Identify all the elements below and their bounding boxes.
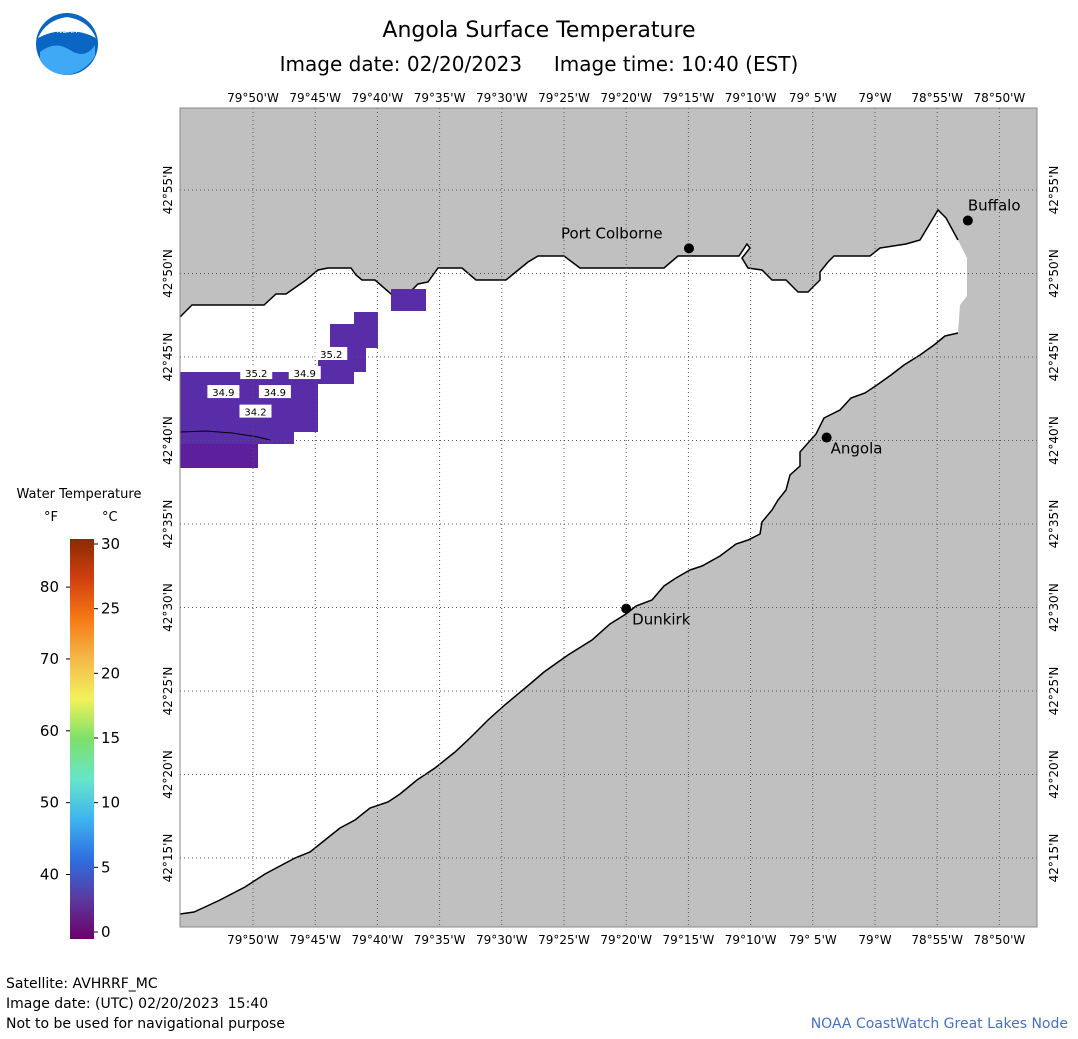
city-label: Dunkirk [632, 611, 691, 629]
map-subtitle: Image date: 02/20/2023 Image time: 10:40… [279, 52, 799, 76]
longitude-label: 78°55'W [911, 933, 963, 947]
longitude-label: 79°30'W [476, 933, 528, 947]
longitude-label: 78°50'W [974, 933, 1026, 947]
longitude-label: 79°25'W [538, 933, 590, 947]
fahrenheit-tick-label: 60 [40, 722, 59, 740]
latitude-label: 42°40'N [161, 416, 175, 465]
lake-erie-water [180, 210, 967, 914]
footer-navigation-warning: Not to be used for navigational purpose [6, 1016, 285, 1032]
temperature-value: 35.2 [320, 350, 342, 361]
latitude-label: 42°20'N [1047, 750, 1061, 799]
city-markers: Port Colborne Buffalo Angola Dunkirk [561, 197, 1021, 629]
axis-labels: 79°50'W 79°50'W 79°45'W 79°45'W 79°40'W 79°40… [161, 91, 1061, 947]
longitude-label: 79° 5'W [789, 933, 837, 947]
svg-text:NOAA: NOAA [57, 27, 78, 35]
legend-color-bar [70, 539, 94, 939]
footer-utc-date: Image date: (UTC) 02/20/2023 15:40 [6, 996, 269, 1012]
map-area: 35.2 35.2 34.9 34.9 34.9 34.2 Port Colborne Bu… [179, 107, 1038, 928]
temperature-labels: 35.2 35.2 34.9 34.9 34.9 34.2 [207, 346, 348, 419]
longitude-label: 78°55'W [911, 91, 963, 105]
celsius-tick-label: 0 [101, 923, 111, 941]
longitude-label: 79°40'W [352, 91, 404, 105]
ice-edge-line [179, 430, 271, 441]
longitude-label: 79°10'W [725, 933, 777, 947]
fahrenheit-tick-label: 80 [40, 578, 59, 596]
latitude-label: 42°35'N [161, 500, 175, 549]
legend-title: Water Temperature [16, 487, 142, 502]
latitude-label: 42°50'N [161, 249, 175, 298]
city-dot [962, 215, 973, 226]
longitude-label: 79°45'W [289, 91, 341, 105]
latitude-label: 42°50'N [1047, 249, 1061, 298]
latitude-label: 42°55'N [1047, 166, 1061, 215]
longitude-label: 79°25'W [538, 91, 590, 105]
city-label: Buffalo [968, 197, 1021, 215]
credit-link[interactable]: NOAA CoastWatch Great Lakes Node [810, 1016, 1068, 1032]
longitude-label: 79°50'W [227, 933, 279, 947]
city-dot [621, 603, 632, 614]
longitude-label: 79°50'W [227, 91, 279, 105]
longitude-label: 79°40'W [352, 933, 404, 947]
latitude-label: 42°15'N [161, 834, 175, 883]
longitude-label: 79°15'W [663, 933, 715, 947]
legend-unit-fahrenheit: °F [44, 510, 58, 525]
latitude-label: 42°25'N [1047, 667, 1061, 716]
temperature-value: 34.9 [212, 388, 234, 399]
fahrenheit-tick-label: 50 [40, 794, 59, 812]
fahrenheit-tick-label: 70 [40, 650, 59, 668]
longitude-label: 79°20'W [600, 933, 652, 947]
temperature-value: 35.2 [245, 369, 267, 380]
latitude-label: 42°25'N [161, 667, 175, 716]
longitude-label: 79°20'W [600, 91, 652, 105]
latitude-label: 42°45'N [161, 333, 175, 382]
longitude-label: 78°50'W [974, 91, 1026, 105]
longitude-label: 79°35'W [414, 91, 466, 105]
legend-unit-celsius: °C [102, 510, 118, 525]
celsius-tick-label: 20 [101, 664, 120, 682]
city-dot [821, 432, 832, 443]
celsius-tick-label: 15 [101, 729, 120, 747]
lat-lon-grid [180, 108, 1037, 927]
celsius-tick-label: 5 [101, 858, 111, 876]
noaa-logo: NOAA [36, 13, 98, 75]
latitude-label: 42°45'N [1047, 333, 1061, 382]
longitude-label: 79°35'W [414, 933, 466, 947]
longitude-label: 79°30'W [476, 91, 528, 105]
city-label: Angola [831, 440, 883, 458]
fahrenheit-tick-label: 40 [40, 866, 59, 884]
city-label: Port Colborne [561, 224, 663, 242]
latitude-label: 42°15'N [1047, 834, 1061, 883]
latitude-label: 42°35'N [1047, 500, 1061, 549]
longitude-label: 79°W [858, 91, 891, 105]
longitude-label: 79° 5'W [789, 91, 837, 105]
footer-satellite: Satellite: AVHRRF_MC [6, 976, 158, 992]
celsius-tick-label: 10 [101, 794, 120, 812]
longitude-label: 79°15'W [663, 91, 715, 105]
latitude-label: 42°40'N [1047, 416, 1061, 465]
temperature-value: 34.9 [264, 388, 286, 399]
longitude-label: 79°W [858, 933, 891, 947]
south-shoreline [179, 332, 959, 915]
longitude-label: 79°45'W [289, 933, 341, 947]
celsius-tick-label: 25 [101, 600, 120, 618]
latitude-label: 42°30'N [161, 583, 175, 632]
longitude-label: 79°10'W [725, 91, 777, 105]
celsius-tick-label: 30 [101, 535, 120, 553]
city-dot [683, 243, 694, 254]
map-title: Angola Surface Temperature [382, 18, 696, 43]
temperature-value: 34.9 [294, 369, 316, 380]
north-shoreline [179, 208, 959, 318]
latitude-label: 42°30'N [1047, 583, 1061, 632]
latitude-label: 42°20'N [161, 750, 175, 799]
temperature-value: 34.2 [244, 408, 266, 419]
latitude-label: 42°55'N [161, 166, 175, 215]
